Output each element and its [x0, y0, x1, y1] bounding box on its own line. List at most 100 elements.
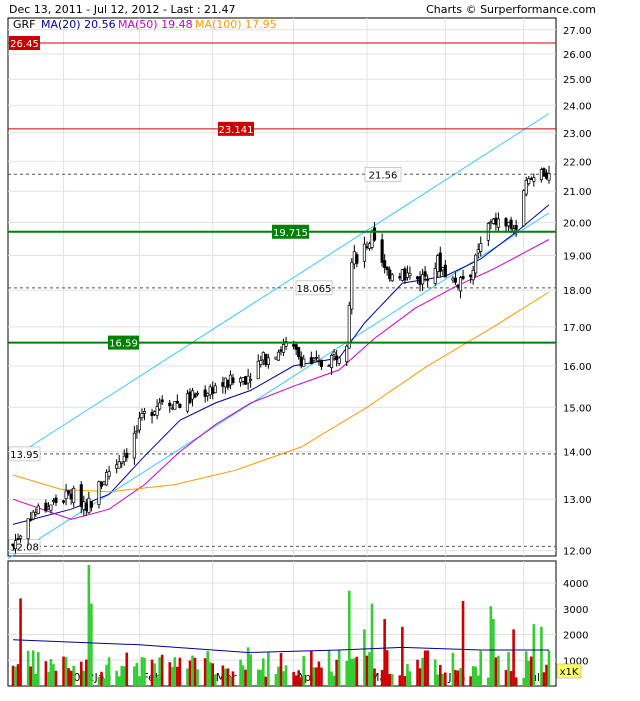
candle-body-down [79, 484, 83, 507]
candle [213, 382, 217, 394]
candle-body-up [327, 365, 331, 367]
volume-bar [16, 664, 20, 686]
level-label-box [9, 36, 40, 51]
volume-bar [451, 652, 455, 686]
candle [64, 483, 68, 506]
legend-ma50: MA(50) 19.48 [118, 18, 193, 31]
candle [400, 269, 404, 282]
candle [13, 533, 18, 554]
volume-bar [31, 650, 35, 686]
volume-bar [186, 668, 189, 686]
volume-bar [398, 675, 402, 686]
candle-body-up [142, 411, 147, 414]
candle-body-up [350, 262, 354, 310]
volume-bar [492, 619, 495, 686]
candle-body-down [509, 219, 513, 229]
candle [67, 490, 71, 496]
price-panel-frame [7, 17, 557, 557]
volume-bar [522, 677, 526, 686]
candle-body-down [383, 260, 387, 268]
volume-bar [527, 660, 531, 686]
candle-body-up [276, 351, 281, 361]
volume-bar [320, 667, 323, 686]
volume-bar [176, 666, 179, 686]
candle [117, 455, 121, 469]
candle-body-up [337, 357, 341, 364]
candle [125, 448, 129, 462]
candle-body-down [319, 359, 324, 367]
candle-body-down [297, 347, 301, 357]
candle-body-up [441, 267, 445, 271]
candle-body-down [494, 217, 498, 225]
volume-bar [461, 601, 465, 686]
volume-bar [279, 653, 283, 686]
volume-bar [327, 650, 331, 686]
volume-bar [489, 606, 493, 686]
candle-body-up [238, 377, 243, 383]
candle-body-down [456, 284, 460, 288]
candle-body-up [107, 471, 111, 477]
volume-bar [456, 670, 460, 686]
candle-body-up [246, 375, 250, 384]
candle-body-down [244, 376, 248, 385]
candle-body-down [443, 264, 447, 278]
candle-body-up [117, 461, 121, 469]
candle [458, 275, 463, 299]
volume-bar [155, 677, 159, 686]
volume-bar [173, 657, 177, 686]
candle-body-down [544, 172, 549, 179]
y-tick-label: 23.00 [563, 129, 592, 140]
candle-body-up [522, 190, 526, 227]
candle [97, 480, 101, 509]
candle [137, 411, 141, 434]
candle-body-up [170, 407, 174, 410]
price-grid [8, 18, 556, 556]
candle-body-down [221, 382, 225, 387]
candle [388, 266, 392, 282]
candle-body-down [279, 349, 283, 352]
candle-body-down [415, 276, 420, 280]
y-tick-label: 24.00 [563, 101, 592, 112]
candle-body-down [29, 518, 33, 521]
candle-body-down [514, 225, 518, 230]
volume-bar [208, 662, 212, 686]
candle [362, 236, 366, 269]
candle-body-down [365, 246, 369, 248]
candle-body-up [137, 417, 141, 431]
candle-body-down [67, 490, 71, 494]
volume-bar [547, 650, 551, 686]
candle-body-up [362, 243, 366, 262]
y-axis-labels: 12.00 13.00 14.00 15.00 16.00 17.00 18.00 19.00… [563, 26, 592, 558]
volume-bar [14, 666, 17, 686]
candle-body-down [203, 389, 207, 397]
candle-body-down [188, 391, 192, 403]
y-tick-label: 27.00 [563, 26, 592, 37]
volume-bar [438, 664, 442, 686]
volume-bar [532, 624, 536, 686]
candle-body-up [249, 378, 253, 381]
volume-bar [188, 660, 192, 686]
volume-bar [100, 671, 103, 686]
volume-bar [444, 672, 447, 686]
volume-bar [249, 654, 252, 686]
candle-body-up [347, 304, 351, 349]
reference-label: 18.065 [297, 284, 332, 295]
volume-bar [153, 663, 156, 686]
level-lines: 26.45 23.141 19.715 16.59 [8, 36, 556, 350]
volume-bar [277, 666, 280, 686]
candle-body-up [408, 273, 412, 277]
volume-average [12, 639, 549, 654]
candle-body-up [140, 413, 144, 419]
candle-body-up [104, 472, 109, 486]
y-tick-label: 17.00 [563, 323, 592, 334]
volume-bar [67, 668, 70, 686]
level-label: 16.59 [109, 339, 138, 350]
candle-body-up [479, 243, 483, 252]
candle-body-up [185, 393, 190, 412]
volume-bar [421, 657, 424, 686]
legend-ma20: MA(20) 20.56 [41, 18, 116, 31]
candle-body-down [418, 276, 422, 285]
volume-bar [299, 677, 303, 686]
volume-bar [264, 676, 268, 686]
volume-bar [262, 658, 265, 686]
